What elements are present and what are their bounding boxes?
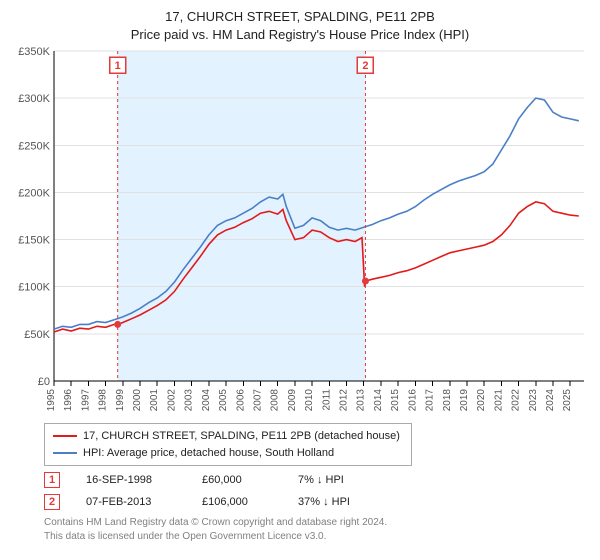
legend-label: 17, CHURCH STREET, SPALDING, PE11 2PB (d… — [83, 428, 400, 445]
x-tick-label: 2005 — [218, 389, 229, 412]
x-tick-label: 2021 — [493, 389, 504, 412]
x-tick-label: 1999 — [115, 389, 126, 412]
x-tick-label: 2000 — [132, 389, 143, 412]
title-subtitle: Price paid vs. HM Land Registry's House … — [10, 26, 590, 44]
sale-vs-hpi: 37% ↓ HPI — [298, 496, 388, 508]
x-tick-label: 2002 — [166, 389, 177, 412]
y-tick-label: £50K — [24, 329, 50, 341]
legend-row: 17, CHURCH STREET, SPALDING, PE11 2PB (d… — [53, 428, 403, 445]
y-tick-label: £100K — [18, 282, 50, 294]
sale-marker-dot — [362, 278, 369, 285]
x-tick-label: 2012 — [339, 389, 350, 412]
x-tick-label: 2014 — [373, 389, 384, 412]
x-tick-label: 2008 — [270, 389, 281, 412]
x-tick-label: 2003 — [184, 389, 195, 412]
x-tick-label: 2007 — [252, 389, 263, 412]
x-tick-label: 2019 — [459, 389, 470, 412]
x-tick-label: 2013 — [356, 389, 367, 412]
legend-swatch — [53, 452, 77, 454]
x-tick-label: 2004 — [201, 389, 212, 412]
x-tick-label: 2006 — [235, 389, 246, 412]
x-tick-label: 1995 — [46, 389, 57, 412]
x-tick-label: 2024 — [545, 389, 556, 412]
legend-row: HPI: Average price, detached house, Sout… — [53, 445, 403, 462]
sale-price: £60,000 — [202, 474, 272, 486]
sale-period-band — [118, 51, 366, 381]
sale-marker-dot — [114, 321, 121, 328]
x-tick-label: 2009 — [287, 389, 298, 412]
sale-marker-ref: 1 — [44, 472, 60, 488]
x-tick-label: 2020 — [476, 389, 487, 412]
footer-line-1: Contains HM Land Registry data © Crown c… — [44, 516, 590, 530]
footer-line-2: This data is licensed under the Open Gov… — [44, 530, 590, 544]
x-tick-label: 2011 — [321, 389, 332, 411]
x-tick-label: 2022 — [511, 389, 522, 412]
footer: Contains HM Land Registry data © Crown c… — [44, 516, 590, 543]
x-tick-label: 1998 — [98, 389, 109, 412]
x-tick-label: 2015 — [390, 389, 401, 412]
y-tick-label: £200K — [18, 188, 50, 200]
x-tick-label: 1997 — [80, 389, 91, 412]
y-tick-label: £250K — [18, 140, 50, 152]
title-address: 17, CHURCH STREET, SPALDING, PE11 2PB — [10, 8, 590, 26]
y-tick-label: £150K — [18, 235, 50, 247]
x-tick-label: 2016 — [407, 389, 418, 412]
y-tick-label: £0 — [38, 376, 50, 388]
sale-marker-number: 2 — [362, 60, 368, 72]
sale-vs-hpi: 7% ↓ HPI — [298, 474, 388, 486]
sale-row: 1 16-SEP-1998 £60,000 7% ↓ HPI — [44, 472, 590, 488]
x-tick-label: 2001 — [149, 389, 160, 412]
y-tick-label: £350K — [18, 47, 50, 58]
sale-price: £106,000 — [202, 496, 272, 508]
sale-date: 16-SEP-1998 — [86, 474, 176, 486]
x-tick-label: 1996 — [63, 389, 74, 412]
sale-marker-ref: 2 — [44, 494, 60, 510]
legend: 17, CHURCH STREET, SPALDING, PE11 2PB (d… — [44, 423, 412, 466]
x-tick-label: 2025 — [562, 389, 573, 412]
y-tick-label: £300K — [18, 93, 50, 105]
chart-title: 17, CHURCH STREET, SPALDING, PE11 2PB Pr… — [10, 8, 590, 43]
chart: £0 £50K £100K £150K £200K £250K £300K £350K 1995… — [10, 47, 590, 417]
x-tick-label: 2018 — [442, 389, 453, 412]
sales-block: 1 16-SEP-1998 £60,000 7% ↓ HPI 2 07-FEB-2013 £… — [44, 472, 590, 510]
legend-label: HPI: Average price, detached house, Sout… — [83, 445, 334, 462]
chart-svg: £0 £50K £100K £150K £200K £250K £300K £350K 1995… — [10, 47, 590, 417]
legend-swatch — [53, 435, 77, 437]
x-tick-label: 2023 — [528, 389, 539, 412]
sale-row: 2 07-FEB-2013 £106,000 37% ↓ HPI — [44, 494, 590, 510]
x-tick-label: 2017 — [425, 389, 436, 412]
sale-marker-number: 1 — [115, 60, 121, 72]
sale-date: 07-FEB-2013 — [86, 496, 176, 508]
x-tick-label: 2010 — [304, 389, 315, 412]
